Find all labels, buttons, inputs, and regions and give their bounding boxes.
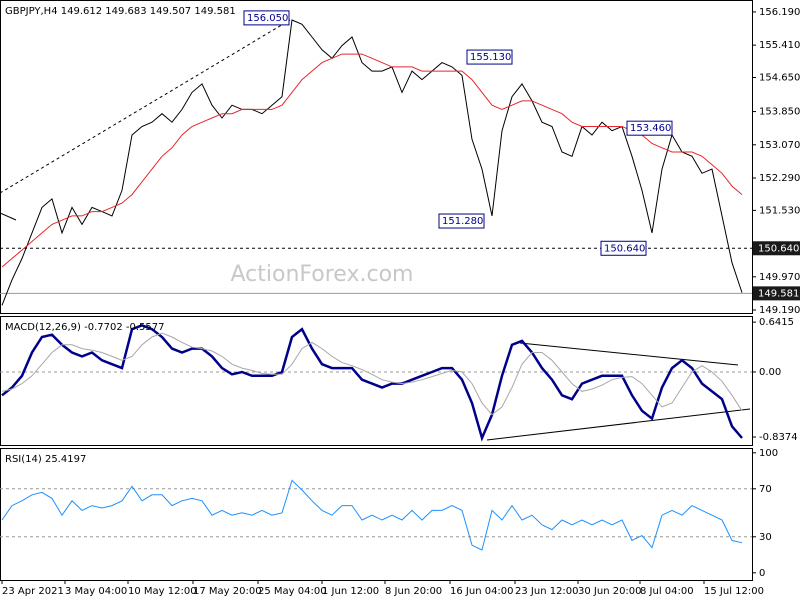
annotation-box (466, 49, 513, 65)
x-tick-label: 25 May 04:00 (258, 586, 327, 597)
y-tick-label: 149.190 (759, 305, 800, 316)
annotation-label: 150.640 (604, 243, 645, 254)
x-tick-label: 23 Jun 12:00 (515, 586, 579, 597)
trend-line (0, 19, 291, 194)
y-tick-label: 149.970 (759, 272, 800, 283)
series-line (1, 53, 743, 268)
series-line (1, 19, 743, 306)
y-tick-label: 152.290 (759, 173, 800, 184)
y-tick-label: 151.530 (759, 205, 800, 216)
annotation-box (626, 120, 673, 136)
panel (0, 0, 753, 314)
panel-title: RSI(14) 25.4197 (5, 454, 86, 465)
y-tick-label: 0.00 (759, 367, 781, 378)
annotation-label: 153.460 (630, 123, 671, 134)
y-tick-label: 0 (759, 568, 765, 579)
y-tick-label: 0.6415 (759, 317, 794, 328)
series-line (1, 332, 743, 416)
x-tick-label: 1 Jun 12:00 (322, 586, 379, 597)
annotation-label: 156.050 (247, 13, 288, 24)
panel-title: MACD(12,26,9) -0.7702 -0.5577 (5, 322, 165, 333)
watermark: ActionForex.com (231, 262, 414, 287)
annotation-box (600, 240, 647, 256)
annotation-label: 155.130 (470, 52, 511, 63)
trend-line (519, 342, 739, 366)
y-tick-label: 154.650 (759, 73, 800, 84)
x-tick-label: 15 Jul 12:00 (704, 586, 764, 597)
x-tick-label: 17 May 20:00 (193, 586, 262, 597)
panel (0, 448, 753, 581)
y-tick-label: 153.070 (759, 140, 800, 151)
y-tick-label: 30 (759, 532, 772, 543)
x-tick-label: 3 May 04:00 (65, 586, 127, 597)
panel (0, 316, 753, 446)
price-label-box (753, 241, 800, 256)
price-label: 149.581 (758, 288, 799, 299)
series-line (1, 479, 743, 551)
price-label-box (753, 286, 800, 301)
x-tick-label: 23 Apr 2021 (2, 586, 64, 597)
trend-line (486, 408, 751, 441)
x-tick-label: 8 Jun 20:00 (385, 586, 442, 597)
panel-title: GBPJPY,H4 149.612 149.683 149.507 149.58… (5, 6, 236, 17)
x-tick-label: 10 May 12:00 (128, 586, 197, 597)
annotation-box (243, 10, 290, 26)
y-tick-label: -0.8374 (759, 432, 798, 443)
price-label: 150.640 (758, 243, 799, 254)
annotation-box (438, 213, 485, 229)
y-tick-label: 100 (759, 448, 778, 459)
y-tick-label: 155.410 (759, 40, 800, 51)
y-tick-label: 153.850 (759, 107, 800, 118)
series-line (1, 323, 743, 442)
x-tick-label: 16 Jun 04:00 (450, 586, 514, 597)
trend-line (0, 212, 17, 221)
x-tick-label: 8 Jul 04:00 (640, 586, 694, 597)
y-tick-label: 70 (759, 484, 772, 495)
x-tick-label: 30 Jun 20:00 (578, 586, 642, 597)
annotation-label: 151.280 (442, 216, 483, 227)
y-tick-label: 156.190 (759, 7, 800, 18)
